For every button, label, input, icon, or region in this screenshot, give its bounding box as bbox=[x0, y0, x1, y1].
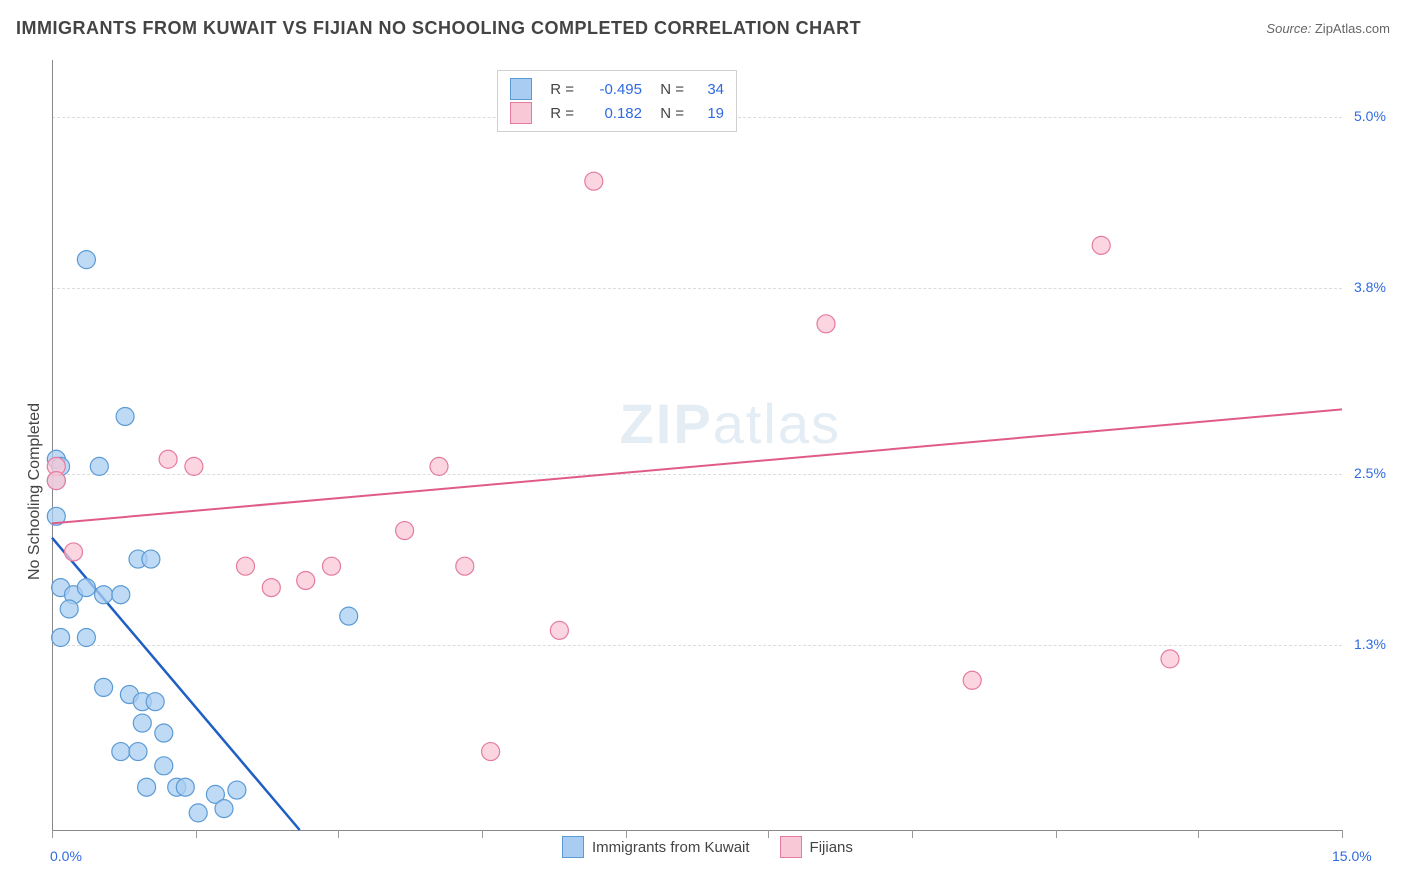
r-value: -0.495 bbox=[584, 81, 642, 98]
scatter-point bbox=[52, 629, 70, 647]
scatter-point bbox=[138, 778, 156, 796]
source-name: ZipAtlas.com bbox=[1315, 21, 1390, 36]
scatter-point bbox=[430, 457, 448, 475]
series-legend-item: Immigrants from Kuwait bbox=[562, 836, 750, 858]
n-label: N = bbox=[652, 105, 684, 122]
y-tick-label: 3.8% bbox=[1354, 279, 1386, 295]
chart-container: 1.3% 2.5% 3.8% 5.0% 0.0% 15.0% No Schooling Co… bbox=[0, 50, 1406, 892]
stats-legend-row: R = -0.495 N = 34 bbox=[510, 77, 724, 101]
scatter-point bbox=[176, 778, 194, 796]
scatter-point bbox=[215, 800, 233, 818]
scatter-point bbox=[65, 543, 83, 561]
scatter-point bbox=[262, 579, 280, 597]
scatter-point bbox=[189, 804, 207, 822]
x-tick bbox=[196, 830, 197, 838]
x-tick bbox=[52, 830, 53, 838]
stats-legend: R = -0.495 N = 34 R = 0.182 N = 19 bbox=[497, 70, 737, 132]
scatter-point bbox=[482, 743, 500, 761]
series-legend: Immigrants from Kuwait Fijians bbox=[562, 836, 853, 858]
y-tick-label: 2.5% bbox=[1354, 465, 1386, 481]
scatter-point bbox=[963, 671, 981, 689]
n-value: 34 bbox=[694, 81, 724, 98]
scatter-point bbox=[95, 678, 113, 696]
scatter-point bbox=[550, 621, 568, 639]
scatter-point bbox=[817, 315, 835, 333]
scatter-point bbox=[133, 714, 151, 732]
scatter-point bbox=[60, 600, 78, 618]
scatter-point bbox=[297, 571, 315, 589]
scatter-point bbox=[1161, 650, 1179, 668]
page-title: IMMIGRANTS FROM KUWAIT VS FIJIAN NO SCHO… bbox=[16, 18, 861, 39]
scatter-point bbox=[142, 550, 160, 568]
scatter-point bbox=[116, 407, 134, 425]
r-label: R = bbox=[542, 81, 574, 98]
scatter-point bbox=[77, 629, 95, 647]
scatter-point bbox=[146, 693, 164, 711]
scatter-point bbox=[77, 251, 95, 269]
scatter-point bbox=[155, 757, 173, 775]
x-tick bbox=[912, 830, 913, 838]
y-axis-label: No Schooling Completed bbox=[26, 403, 44, 580]
scatter-point bbox=[159, 450, 177, 468]
x-tick bbox=[1198, 830, 1199, 838]
trend-line bbox=[52, 409, 1342, 523]
x-tick bbox=[338, 830, 339, 838]
scatter-point bbox=[112, 743, 130, 761]
plot-area: 1.3%2.5%3.8%5.0%0.0%15.0%No Schooling Co… bbox=[52, 60, 1342, 830]
scatter-point bbox=[185, 457, 203, 475]
scatter-svg bbox=[52, 60, 1342, 830]
x-tick bbox=[1056, 830, 1057, 838]
series-name: Immigrants from Kuwait bbox=[592, 839, 750, 856]
scatter-point bbox=[112, 586, 130, 604]
scatter-point bbox=[456, 557, 474, 575]
stats-legend-row: R = 0.182 N = 19 bbox=[510, 101, 724, 125]
x-tick bbox=[482, 830, 483, 838]
source-label: Source: bbox=[1266, 21, 1311, 36]
legend-swatch bbox=[510, 78, 532, 100]
scatter-point bbox=[396, 522, 414, 540]
series-name: Fijians bbox=[810, 839, 853, 856]
scatter-point bbox=[340, 607, 358, 625]
legend-swatch bbox=[562, 836, 584, 858]
n-label: N = bbox=[652, 81, 684, 98]
legend-swatch bbox=[510, 102, 532, 124]
x-max-label: 15.0% bbox=[1332, 848, 1372, 864]
scatter-point bbox=[237, 557, 255, 575]
source-credit: Source: ZipAtlas.com bbox=[1266, 21, 1390, 36]
y-tick-label: 5.0% bbox=[1354, 108, 1386, 124]
scatter-point bbox=[90, 457, 108, 475]
series-legend-item: Fijians bbox=[780, 836, 853, 858]
scatter-point bbox=[155, 724, 173, 742]
scatter-point bbox=[47, 472, 65, 490]
r-label: R = bbox=[542, 105, 574, 122]
scatter-point bbox=[129, 743, 147, 761]
scatter-point bbox=[1092, 236, 1110, 254]
scatter-point bbox=[95, 586, 113, 604]
r-value: 0.182 bbox=[584, 105, 642, 122]
x-tick bbox=[1342, 830, 1343, 838]
scatter-point bbox=[77, 579, 95, 597]
scatter-point bbox=[585, 172, 603, 190]
x-axis bbox=[52, 830, 1342, 831]
legend-swatch bbox=[780, 836, 802, 858]
x-min-label: 0.0% bbox=[50, 848, 82, 864]
scatter-point bbox=[323, 557, 341, 575]
y-tick-label: 1.3% bbox=[1354, 636, 1386, 652]
scatter-point bbox=[228, 781, 246, 799]
n-value: 19 bbox=[694, 105, 724, 122]
